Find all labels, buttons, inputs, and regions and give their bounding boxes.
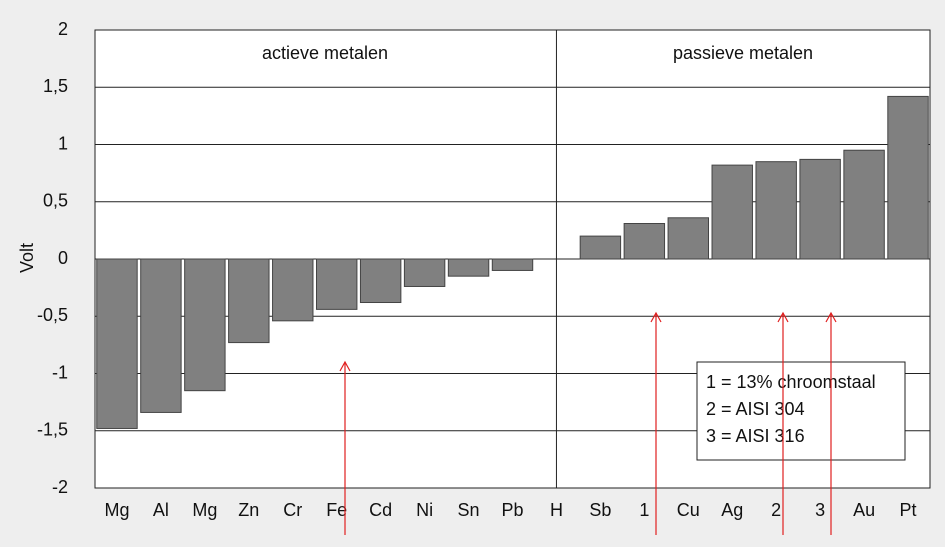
bar (140, 258, 182, 413)
y-axis-label: Volt (17, 243, 37, 273)
annotation: actieve metalen (262, 43, 388, 63)
bar (711, 164, 753, 260)
legend-text: 2 = AISI 304 (706, 399, 805, 419)
x-tick-label: Sb (589, 500, 611, 520)
bar (184, 258, 226, 392)
x-tick-label: 1 (639, 500, 649, 520)
y-tick-label: -1,5 (37, 420, 68, 440)
arrow-head (825, 311, 837, 323)
x-tick-label: Pb (501, 500, 523, 520)
bar (315, 258, 358, 310)
bar (491, 258, 534, 271)
x-tick-label: 2 (771, 500, 781, 520)
legend-text: 1 = 13% chroomstaal (706, 372, 876, 392)
legend-text: 3 = AISI 316 (706, 426, 805, 446)
bar (403, 258, 446, 287)
arrow-head (777, 311, 789, 323)
bar (272, 258, 314, 322)
x-tick-label: Mg (104, 500, 129, 520)
x-tick-label: Sn (458, 500, 480, 520)
y-tick-label: 0 (58, 248, 68, 268)
x-tick-label: Ag (721, 500, 743, 520)
bar (579, 235, 622, 260)
bar (447, 258, 490, 277)
x-tick-label: 3 (815, 500, 825, 520)
x-tick-label: Cr (283, 500, 302, 520)
x-tick-label: H (550, 500, 563, 520)
bar (799, 158, 841, 260)
legend-box (696, 361, 906, 461)
bar (667, 217, 710, 260)
annotation: passieve metalen (673, 43, 813, 63)
arrow-head (339, 360, 351, 372)
y-tick-label: 0,5 (43, 191, 68, 211)
arrow-head (650, 311, 662, 323)
x-tick-label: Pt (900, 500, 917, 520)
bar (359, 258, 402, 304)
bar (623, 223, 666, 260)
bar (887, 95, 929, 260)
x-tick-label: Cd (369, 500, 392, 520)
x-tick-label: Ni (416, 500, 433, 520)
x-tick-label: Al (153, 500, 169, 520)
x-tick-label: Zn (238, 500, 259, 520)
x-tick-label: Au (853, 500, 875, 520)
x-tick-label: Mg (192, 500, 217, 520)
y-tick-label: 1 (58, 133, 68, 153)
bar (755, 161, 797, 260)
x-tick-label: Cu (677, 500, 700, 520)
y-tick-label: 1,5 (43, 76, 68, 96)
y-tick-label: -0,5 (37, 305, 68, 325)
bar (96, 258, 138, 429)
x-tick-label: Fe (326, 500, 347, 520)
y-tick-label: -2 (52, 477, 68, 497)
bar (843, 149, 885, 260)
y-tick-label: -1 (52, 362, 68, 382)
y-tick-label: 2 (58, 19, 68, 39)
bar (228, 258, 270, 344)
